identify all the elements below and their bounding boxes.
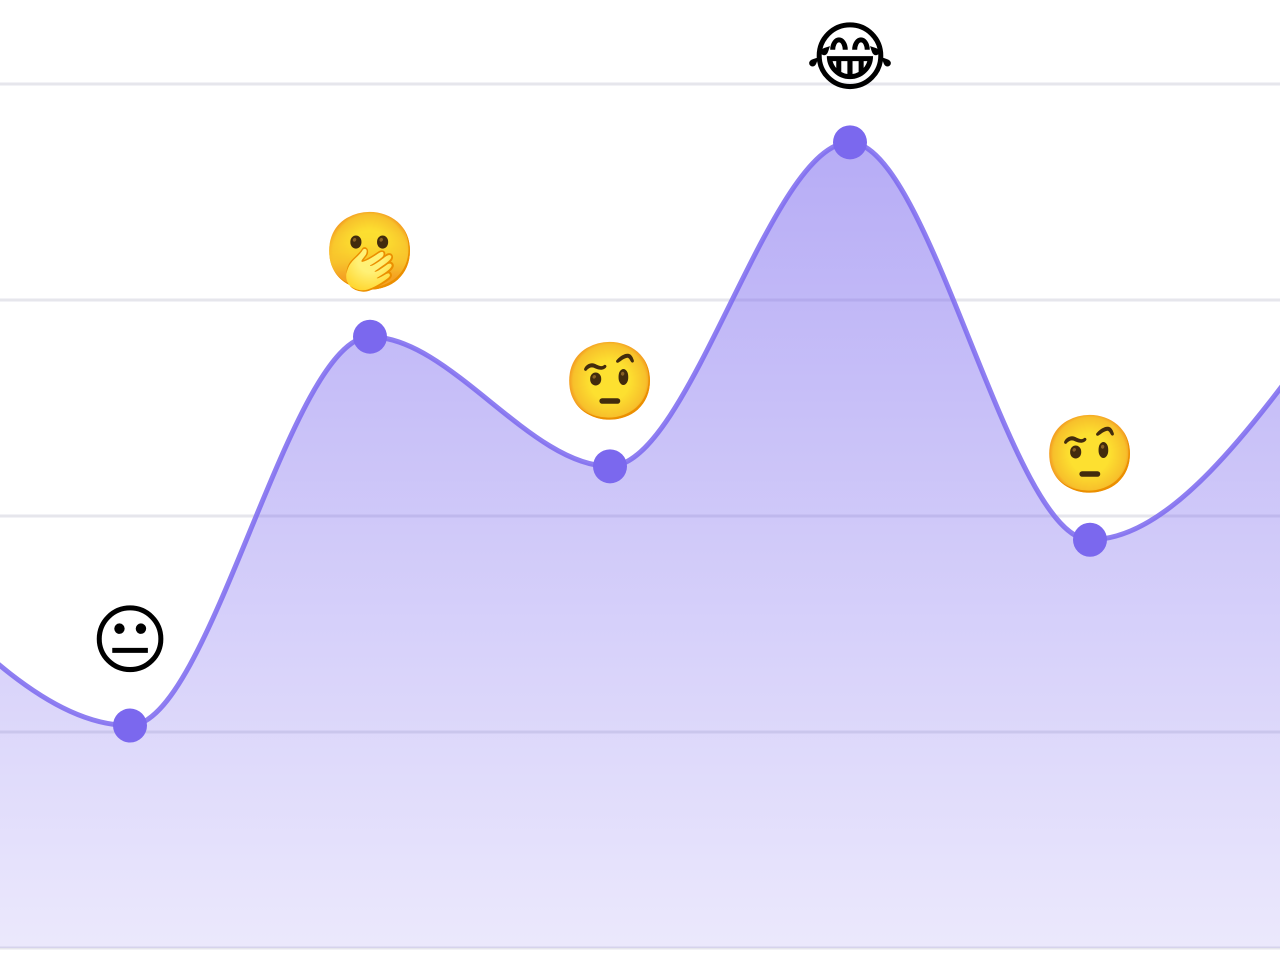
area-fill xyxy=(0,142,1280,948)
emoji-marker: 🤨 xyxy=(1043,410,1138,499)
emoji-marker: 🤨 xyxy=(563,336,658,425)
point xyxy=(113,708,147,743)
point xyxy=(593,449,627,484)
emoji-marker: 🫢 xyxy=(323,207,418,296)
emoji-marker: 😐 xyxy=(90,596,169,685)
point xyxy=(353,319,387,354)
point xyxy=(1073,522,1107,557)
point xyxy=(833,125,867,160)
emoji-marker: 😂 xyxy=(806,12,895,101)
